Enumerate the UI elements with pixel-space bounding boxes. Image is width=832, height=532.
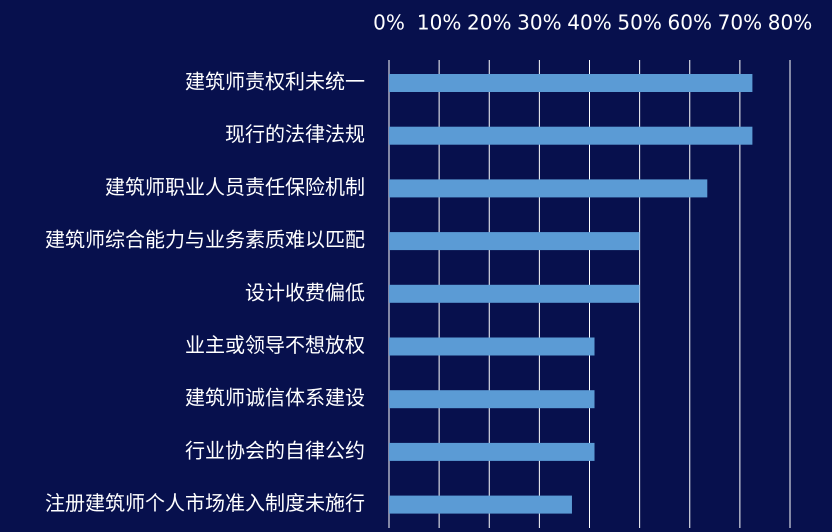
x-tick-label: 40% — [567, 11, 611, 35]
x-tick-label: 20% — [467, 11, 511, 35]
category-label: 建筑师诚信体系建设 — [185, 386, 365, 410]
bar — [389, 495, 572, 514]
category-label: 注册建筑师个人市场准入制度未施行 — [45, 491, 365, 515]
bar — [389, 337, 595, 356]
category-label: 建筑师职业人员责任保险机制 — [105, 175, 365, 199]
x-tick-label: 70% — [718, 11, 762, 35]
bar — [389, 126, 753, 145]
bar — [389, 284, 640, 303]
bar — [389, 442, 595, 461]
x-tick-label: 60% — [668, 11, 712, 35]
x-tick-label: 30% — [517, 11, 561, 35]
x-tick-label: 0% — [373, 11, 405, 35]
bar — [389, 232, 640, 251]
category-label: 现行的法律法规 — [225, 122, 365, 146]
bar — [389, 74, 753, 92]
x-tick-label: 50% — [617, 11, 661, 35]
x-tick-label: 80% — [768, 11, 812, 35]
category-label: 建筑师责权利未统一 — [185, 70, 365, 94]
x-axis-ticks: 0% 10% 20% 30% 40% 50% 60% 70% 80% — [373, 11, 812, 35]
bars — [389, 74, 753, 514]
bar — [389, 179, 708, 198]
category-labels: 建筑师责权利未统一现行的法律法规建筑师职业人员责任保险机制建筑师综合能力与业务素… — [45, 70, 365, 516]
category-label: 行业协会的自律公约 — [185, 438, 365, 462]
category-label: 建筑师综合能力与业务素质难以匹配 — [45, 228, 365, 252]
category-label: 业主或领导不想放权 — [185, 333, 365, 357]
category-label: 设计收费偏低 — [245, 280, 365, 304]
x-tick-label: 10% — [417, 11, 461, 35]
bar — [389, 390, 595, 409]
